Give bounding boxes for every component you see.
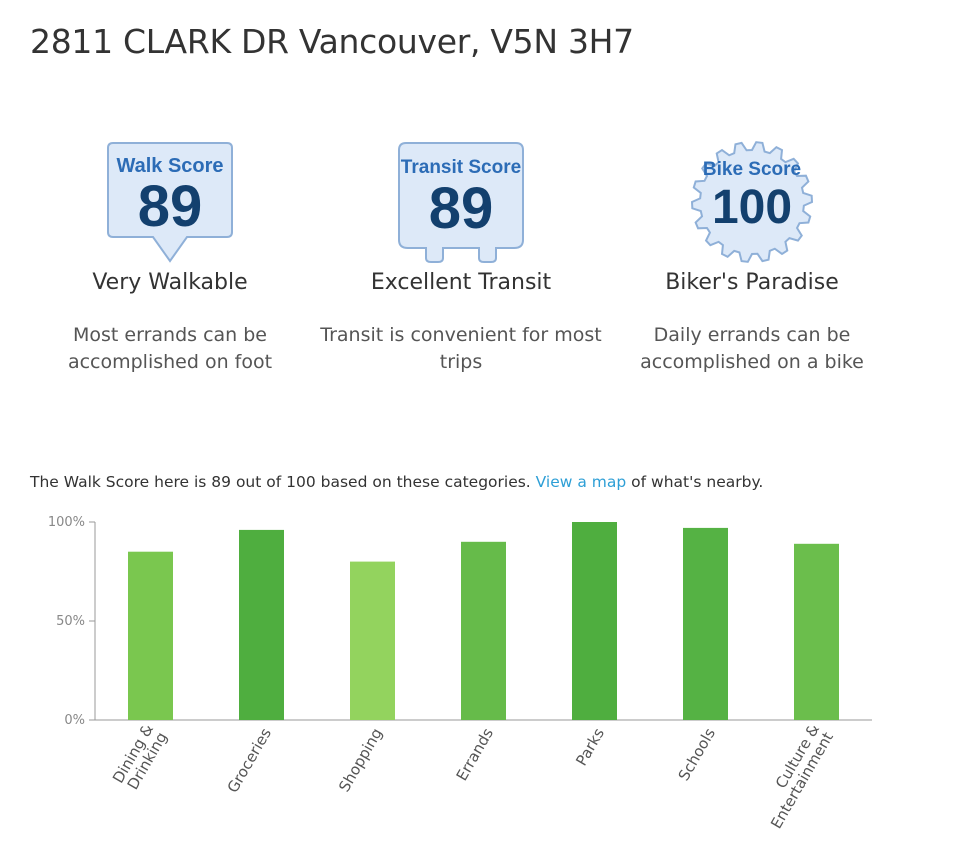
bar-2[interactable]	[239, 529, 284, 720]
bike-score-badge: Bike Score 100	[690, 141, 814, 263]
walk-score-badge: Walk Score 89	[107, 142, 233, 263]
transit-badge-shape	[398, 142, 524, 263]
transit-score-title: Excellent Transit	[370, 270, 552, 295]
category-label: Groceries	[224, 725, 275, 796]
y-tick-label: 0%	[64, 713, 85, 728]
category-bar-chart: 100% 50% 0% Dining &Drinking Groceries Shoppi…	[48, 515, 872, 832]
address-title: 2811 CLARK DR Vancouver, V5N 3H7	[30, 22, 634, 61]
view-map-link[interactable]: View a map	[535, 473, 627, 491]
walk-score-title: Very Walkable	[92, 270, 248, 295]
category-label: Schools	[675, 725, 719, 784]
walk-score-card[interactable]: Walk Score 89 Very Walkable Most errands…	[20, 140, 320, 373]
bar-3[interactable]	[350, 561, 395, 720]
bar-4[interactable]	[461, 541, 506, 720]
score-badges: Walk Score 89 Very Walkable Most errands…	[0, 0, 960, 400]
bike-badge-label: Bike Score	[703, 159, 801, 180]
walk-score-summary: The Walk Score here is 89 out of 100 bas…	[30, 473, 764, 491]
transit-score-card[interactable]: Transit Score 89 Excellent Transit Trans…	[311, 140, 611, 373]
y-tick-label: 100%	[48, 515, 85, 530]
bar-7[interactable]	[794, 543, 839, 720]
transit-score-value: 89	[429, 176, 494, 241]
bike-score-card[interactable]: Bike Score 100 Biker's Paradise Daily er…	[602, 140, 902, 373]
bar-5[interactable]	[572, 522, 617, 720]
category-label: Culture &Entertainment	[753, 721, 837, 832]
y-tick-label: 50%	[56, 614, 85, 629]
walk-score-value: 89	[138, 174, 203, 239]
category-label: Shopping	[335, 725, 386, 795]
category-label: Parks	[572, 725, 608, 769]
walk-score-description: Most errands can be accomplished on foot	[67, 324, 273, 373]
walk-badge-shape	[107, 142, 233, 263]
category-label: Dining &Drinking	[109, 721, 171, 794]
transit-score-description: Transit is convenient for most trips	[320, 324, 602, 373]
bike-score-title: Biker's Paradise	[665, 270, 839, 295]
transit-badge-label: Transit Score	[401, 157, 521, 178]
bar-6[interactable]	[683, 527, 728, 720]
bike-badge-gear-shape	[690, 141, 814, 263]
walk-badge-label: Walk Score	[116, 155, 223, 177]
bike-score-value: 100	[712, 181, 792, 234]
transit-score-badge: Transit Score 89	[398, 142, 524, 263]
category-label: Errands	[453, 725, 497, 784]
bar-1[interactable]	[128, 551, 173, 720]
bike-score-description: Daily errands can be accomplished on a b…	[640, 324, 864, 373]
